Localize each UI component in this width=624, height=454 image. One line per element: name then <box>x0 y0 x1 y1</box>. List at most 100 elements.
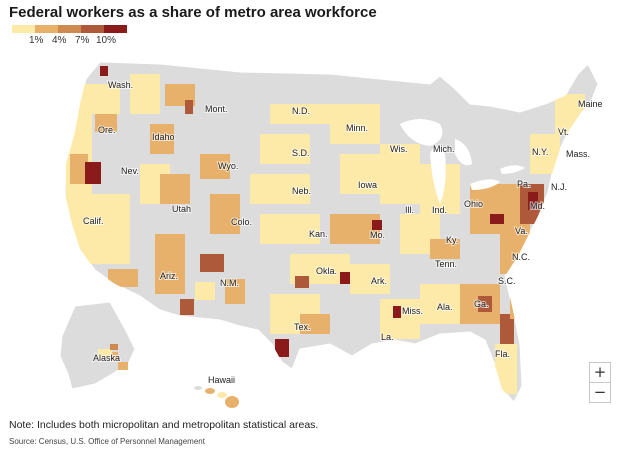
state-label: N.C. <box>512 252 530 262</box>
metro-area[interactable] <box>155 234 185 294</box>
metro-area[interactable] <box>150 124 174 154</box>
map-title: Federal workers as a share of metro area… <box>9 4 377 21</box>
metro-area[interactable] <box>200 254 224 272</box>
metro-area[interactable] <box>393 306 401 318</box>
legend-tick-label: 7% <box>75 35 90 46</box>
state-label: N.M. <box>220 278 239 288</box>
metro-area[interactable] <box>200 154 230 179</box>
state-label: Fla. <box>495 349 510 359</box>
metro-area[interactable] <box>330 214 380 244</box>
metro-area[interactable] <box>160 174 190 204</box>
metro-area[interactable] <box>95 114 117 132</box>
metro-area[interactable] <box>372 220 382 230</box>
state-label: Minn. <box>346 123 368 133</box>
metro-area[interactable] <box>108 269 138 287</box>
metro-area[interactable] <box>185 100 193 114</box>
metro-area[interactable] <box>270 104 330 124</box>
state-label: Ariz. <box>160 271 178 281</box>
metro-area[interactable] <box>340 272 350 284</box>
state-label: Calif. <box>83 216 104 226</box>
state-label: Ga. <box>474 299 489 309</box>
metro-area[interactable] <box>420 284 460 324</box>
metro-area[interactable] <box>340 154 380 194</box>
hawaii <box>194 386 239 408</box>
state-label: Kan. <box>309 229 328 239</box>
state-label: Ill. <box>405 205 414 215</box>
metro-area[interactable] <box>490 214 504 224</box>
metro-area[interactable] <box>500 314 514 344</box>
state-label: N.D. <box>292 106 310 116</box>
state-label: Mich. <box>433 144 455 154</box>
hawaii-island <box>205 388 215 394</box>
metro-area[interactable] <box>260 134 310 164</box>
metro-area[interactable] <box>540 254 552 274</box>
metro-area[interactable] <box>300 314 330 334</box>
metro-area[interactable] <box>98 349 112 359</box>
legend-swatch <box>12 25 35 33</box>
metro-area[interactable] <box>112 352 118 360</box>
map-area[interactable]: Wash. Mont. N.D. Minn. Maine Ore. Idaho … <box>0 44 624 414</box>
legend-tick-label: 10% <box>96 35 117 46</box>
metro-area[interactable] <box>380 299 420 339</box>
metro-area[interactable] <box>118 362 128 370</box>
zoom-in-button[interactable]: + <box>593 363 607 381</box>
lake <box>400 119 443 146</box>
metro-area[interactable] <box>210 194 240 234</box>
zoom-controls: + − <box>589 362 611 403</box>
lake <box>500 165 525 174</box>
state-label: Maine <box>578 99 603 109</box>
zoom-out-button[interactable]: − <box>590 382 610 402</box>
metro-area[interactable] <box>100 66 108 76</box>
us-map[interactable]: Wash. Mont. N.D. Minn. Maine Ore. Idaho … <box>0 44 624 414</box>
state-label: Ky. <box>446 235 458 245</box>
state-label: Pa. <box>517 179 531 189</box>
state-label: Okla. <box>316 266 337 276</box>
metro-area[interactable] <box>528 192 538 210</box>
metro-area[interactable] <box>478 296 492 312</box>
color-legend: 1% 4% 7% 10% <box>12 25 152 47</box>
metro-area[interactable] <box>85 162 101 184</box>
metro-area[interactable] <box>180 299 194 315</box>
legend-tick-label: 1% <box>29 35 44 46</box>
state-label: Miss. <box>402 306 423 316</box>
alaska-shape <box>59 301 136 390</box>
state-label: Tenn. <box>435 259 457 269</box>
metro-area[interactable] <box>80 84 120 114</box>
alaska <box>59 301 136 390</box>
metro-area[interactable] <box>330 104 380 144</box>
metro-area[interactable] <box>495 344 517 394</box>
metro-area[interactable] <box>250 174 310 204</box>
metro-area[interactable] <box>380 144 420 204</box>
hawaii-island <box>194 386 202 390</box>
state-label: Mass. <box>566 149 590 159</box>
metro-area[interactable] <box>90 194 130 264</box>
metro-area[interactable] <box>260 214 320 244</box>
state-label: S.D. <box>292 148 310 158</box>
state-label: Neb. <box>292 186 311 196</box>
metro-area[interactable] <box>195 282 215 300</box>
metro-area[interactable] <box>350 264 390 294</box>
state-label: Vt. <box>558 127 569 137</box>
state-label: Ala. <box>437 302 453 312</box>
hawaii-island <box>225 396 239 408</box>
state-label: Mont. <box>205 104 228 114</box>
metro-area[interactable] <box>130 74 160 114</box>
legend-swatches <box>12 25 152 33</box>
state-label: Md. <box>530 201 545 211</box>
state-label: Iowa <box>358 180 377 190</box>
metro-area[interactable] <box>225 279 245 304</box>
metro-area[interactable] <box>70 154 88 184</box>
metro-area[interactable] <box>295 276 309 288</box>
lake <box>430 146 446 204</box>
legend-swatch <box>104 25 127 33</box>
state-label: N.Y. <box>532 147 548 157</box>
legend-tick-label: 4% <box>52 35 67 46</box>
legend-swatch <box>58 25 81 33</box>
legend-swatch <box>81 25 104 33</box>
state-label: Wis. <box>390 144 408 154</box>
metro-area[interactable] <box>430 239 460 259</box>
state-label: Wyo. <box>218 161 238 171</box>
state-labels: Wash. Mont. N.D. Minn. Maine Ore. Idaho … <box>82 79 604 386</box>
metro-area[interactable] <box>110 344 118 350</box>
metro-area[interactable] <box>275 339 289 357</box>
